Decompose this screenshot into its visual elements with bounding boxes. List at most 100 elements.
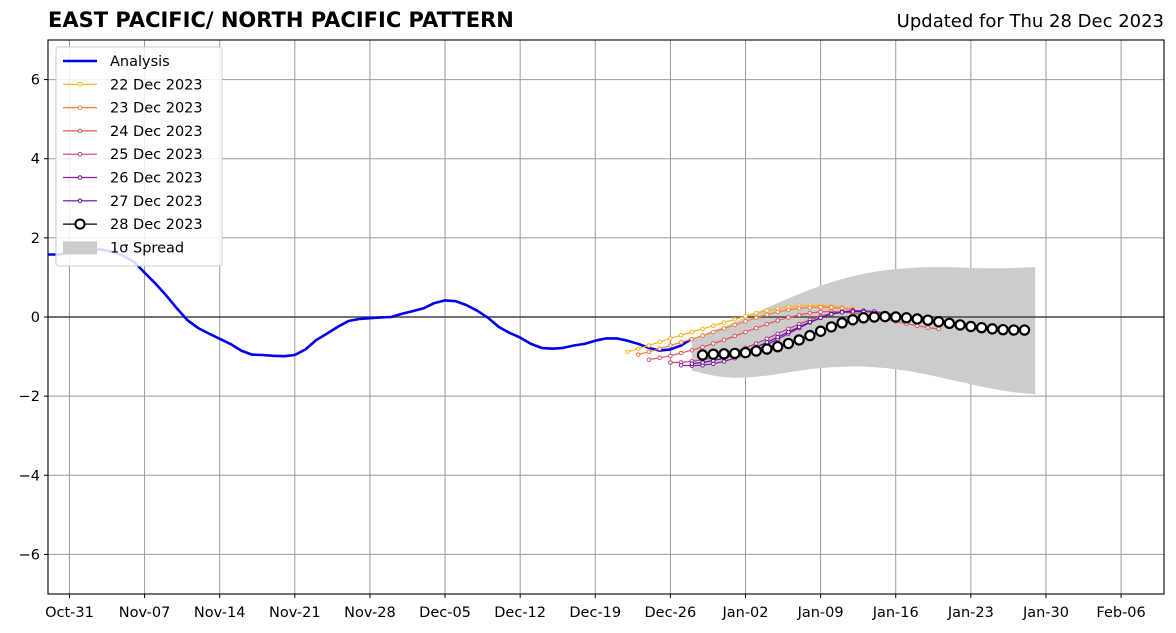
forecast-point bbox=[711, 341, 716, 346]
forecast-point bbox=[997, 323, 1009, 336]
forecast-point bbox=[753, 315, 759, 321]
forecast-point bbox=[750, 345, 762, 357]
spread-band bbox=[691, 267, 1036, 395]
forecast-point bbox=[965, 320, 977, 333]
forecast-point bbox=[807, 319, 813, 325]
forecast-point bbox=[625, 349, 630, 355]
forecast-point bbox=[829, 311, 834, 317]
forecast-point bbox=[646, 343, 652, 348]
forecast-point bbox=[646, 349, 652, 355]
forecast-point bbox=[818, 315, 823, 321]
forecast-point bbox=[775, 309, 780, 315]
forecast-point bbox=[764, 308, 770, 313]
y-tick-label: 2 bbox=[31, 231, 40, 247]
forecast-point bbox=[786, 307, 791, 313]
forecast-point bbox=[732, 333, 738, 339]
legend-label: 23 Dec 2023 bbox=[110, 101, 203, 117]
forecast-point bbox=[732, 322, 738, 328]
forecast-point bbox=[657, 339, 662, 345]
forecast-point bbox=[775, 331, 780, 336]
forecast-point bbox=[775, 318, 780, 323]
x-tick-label: Jan-30 bbox=[1022, 605, 1069, 621]
legend-label: 26 Dec 2023 bbox=[110, 171, 203, 187]
x-tick-label: Dec-12 bbox=[494, 605, 546, 621]
forecast-point bbox=[1018, 324, 1031, 336]
forecast-point bbox=[954, 319, 966, 331]
forecast-point bbox=[721, 320, 727, 325]
forecast-point bbox=[839, 309, 845, 315]
forecast-point bbox=[689, 347, 695, 353]
forecast-point bbox=[807, 310, 813, 316]
x-tick-label: Oct-31 bbox=[45, 605, 94, 621]
forecast-point bbox=[818, 309, 823, 315]
forecast-point bbox=[796, 305, 802, 311]
forecast-point bbox=[911, 313, 923, 325]
forecast-point bbox=[814, 325, 827, 337]
legend-label: 1σ Spread bbox=[110, 240, 184, 256]
chart-subtitle: Updated for Thu 28 Dec 2023 bbox=[896, 11, 1164, 32]
forecast-point bbox=[771, 340, 784, 353]
y-tick-label: 0 bbox=[31, 310, 40, 326]
forecast-point bbox=[700, 360, 705, 365]
forecast-point bbox=[743, 319, 748, 324]
x-tick-label: Dec-26 bbox=[645, 605, 697, 621]
x-tick-label: Jan-02 bbox=[721, 605, 768, 621]
forecast-point bbox=[721, 326, 727, 331]
forecast-point bbox=[986, 323, 999, 335]
forecast-point bbox=[829, 305, 834, 310]
forecast-point bbox=[847, 314, 859, 326]
x-tick-label: Nov-28 bbox=[344, 605, 396, 621]
forecast-point bbox=[807, 305, 813, 310]
x-tick-label: Jan-09 bbox=[797, 605, 844, 621]
x-tick-label: Jan-16 bbox=[872, 605, 919, 621]
legend-label: 24 Dec 2023 bbox=[110, 124, 203, 140]
x-tick-label: Dec-05 bbox=[419, 605, 471, 621]
forecast-point bbox=[689, 361, 695, 366]
legend-marker bbox=[77, 82, 83, 87]
forecast-point bbox=[668, 360, 673, 365]
x-tick-label: Feb-06 bbox=[1096, 605, 1145, 621]
chart-title: EAST PACIFIC/ NORTH PACIFIC PATTERN bbox=[48, 8, 514, 32]
forecast-point bbox=[678, 340, 684, 345]
legend-box bbox=[55, 46, 223, 267]
analysis-line bbox=[48, 247, 693, 358]
legend-marker bbox=[77, 151, 83, 157]
forecast-point bbox=[668, 353, 673, 359]
x-tick-label: Dec-19 bbox=[569, 605, 621, 621]
forecast-point bbox=[761, 343, 773, 355]
forecast-point bbox=[711, 329, 716, 335]
forecast-point bbox=[753, 325, 759, 331]
forecast-point bbox=[836, 317, 848, 329]
forecast-point bbox=[668, 336, 673, 341]
x-tick-label: Jan-23 bbox=[947, 605, 994, 621]
forecast-point bbox=[879, 310, 891, 323]
forecast-point bbox=[721, 337, 727, 343]
forecast-point bbox=[857, 312, 870, 324]
y-tick-label: −4 bbox=[19, 468, 40, 484]
forecast-point bbox=[696, 349, 709, 361]
forecast-point bbox=[850, 309, 856, 314]
y-tick-label: 6 bbox=[31, 73, 40, 89]
forecast-point bbox=[635, 352, 641, 357]
y-tick-label: −2 bbox=[19, 389, 40, 405]
x-tick-label: Nov-07 bbox=[119, 605, 171, 621]
forecast-point bbox=[793, 334, 805, 346]
forecast-point bbox=[825, 321, 838, 333]
forecast-point bbox=[678, 350, 684, 356]
forecast-point bbox=[678, 332, 684, 338]
legend-swatch bbox=[63, 241, 97, 255]
forecast-point bbox=[900, 312, 913, 324]
forecast-point bbox=[796, 312, 802, 318]
legend: Analysis 22 Dec 2023 23 Dec 2023 24 Dec 202… bbox=[55, 46, 223, 267]
forecast-point bbox=[943, 317, 956, 330]
forecast-point bbox=[936, 326, 941, 332]
forecast-point bbox=[700, 344, 705, 350]
forecast-point bbox=[718, 348, 730, 360]
forecast-point bbox=[700, 326, 705, 332]
y-tick-label: 4 bbox=[31, 152, 40, 168]
x-tick-label: Nov-21 bbox=[269, 605, 321, 621]
forecast-point bbox=[890, 311, 902, 323]
forecast-point bbox=[689, 336, 695, 342]
legend-label: 27 Dec 2023 bbox=[110, 194, 203, 210]
